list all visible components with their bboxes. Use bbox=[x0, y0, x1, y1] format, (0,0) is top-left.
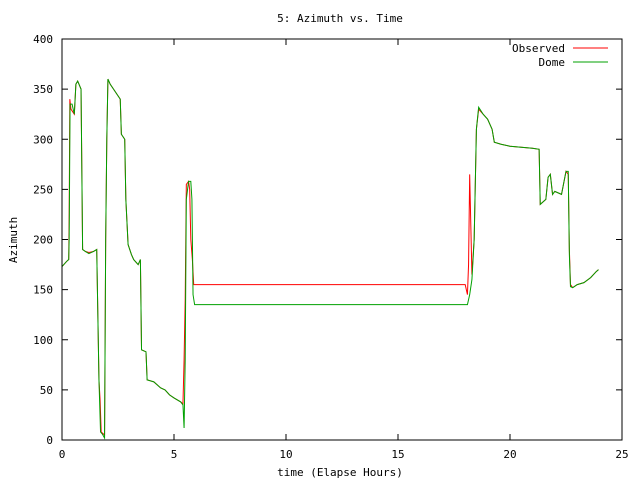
y-tick-label: 250 bbox=[33, 183, 53, 196]
x-tick-label: 15 bbox=[391, 448, 404, 461]
x-tick-label: 0 bbox=[59, 448, 66, 461]
y-tick-label: 300 bbox=[33, 133, 53, 146]
x-tick-label: 5 bbox=[171, 448, 178, 461]
chart-title: 5: Azimuth vs. Time bbox=[277, 12, 403, 25]
x-tick-label: 25 bbox=[615, 448, 628, 461]
y-tick-label: 400 bbox=[33, 33, 53, 46]
y-axis-label: Azimuth bbox=[7, 217, 20, 263]
legend-label: Dome bbox=[539, 56, 566, 69]
y-tick-label: 350 bbox=[33, 83, 53, 96]
series-line-dome bbox=[61, 78, 599, 440]
x-tick-label: 10 bbox=[279, 448, 292, 461]
plot-series bbox=[61, 78, 599, 440]
plot-frame bbox=[61, 38, 623, 441]
x-tick-label: 20 bbox=[503, 448, 516, 461]
x-axis-label: time (Elapse Hours) bbox=[277, 466, 403, 479]
y-tick-label: 200 bbox=[33, 234, 53, 247]
legend-label: Observed bbox=[512, 42, 565, 55]
y-tick-label: 0 bbox=[46, 434, 53, 447]
y-tick-label: 50 bbox=[40, 384, 53, 397]
y-tick-label: 150 bbox=[33, 284, 53, 297]
y-tick-label: 100 bbox=[33, 334, 53, 347]
